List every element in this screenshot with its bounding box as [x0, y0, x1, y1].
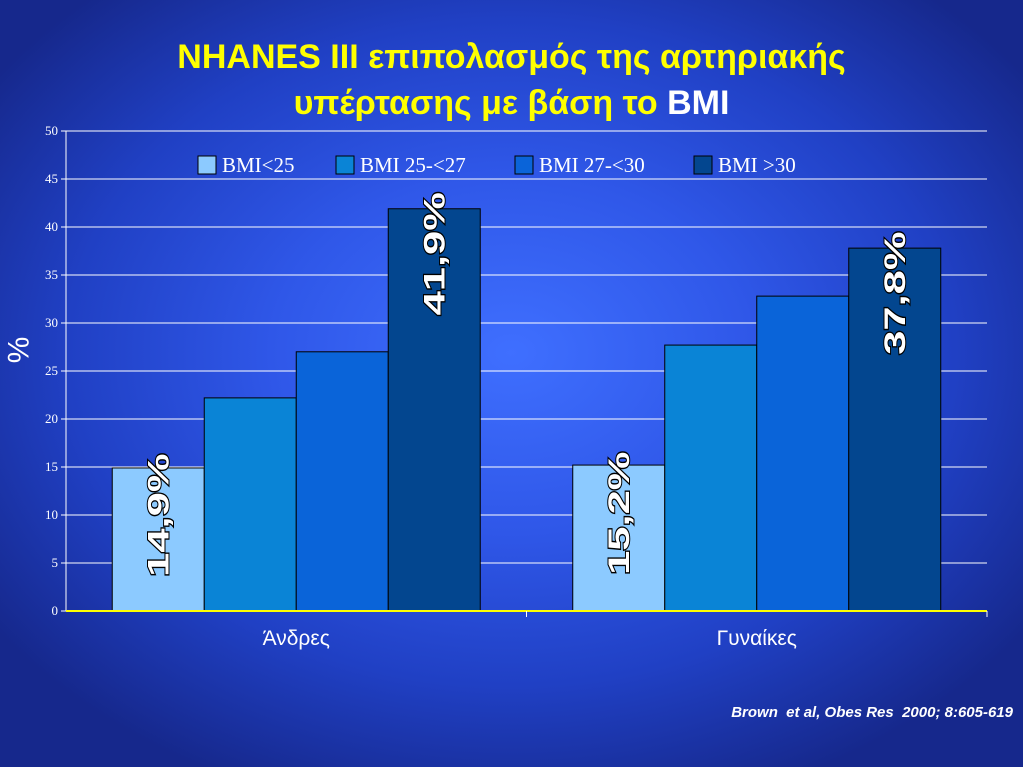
bar-0-1 [203, 397, 297, 612]
bar-0-3 [387, 208, 481, 612]
data-label-2: 15,2% [602, 452, 636, 575]
legend-swatch-3 [693, 155, 713, 175]
title-line-1: NHANES III επιπολασμός της αρτηριακής [177, 38, 846, 76]
category-label-1: Γυναίκες [717, 627, 797, 650]
data-label-1: 41,9% [417, 192, 451, 315]
y-axis-label: % [1, 337, 34, 364]
data-label-group-3: 37,8% [877, 230, 913, 356]
data-label-group-0: 14,9% [140, 452, 176, 578]
data-label-0: 14,9% [141, 453, 175, 576]
bar-0-0 [111, 467, 205, 612]
legend-label-0: BMI<25 [222, 153, 295, 177]
legend-label-3: BMI >30 [718, 153, 796, 177]
y-tick-label-0: 0 [52, 603, 59, 618]
y-tick-label-25: 25 [45, 363, 58, 378]
axes: 0 5 10 15 20 25 30 35 40 45 50% Άνδρες Γυναίκες [1, 123, 988, 650]
y-tick-label-5: 5 [52, 555, 59, 570]
legend-swatch-2 [514, 155, 534, 175]
y-tick-label-30: 30 [45, 315, 58, 330]
bar-0-2 [295, 351, 389, 612]
y-tick-label-10: 10 [45, 507, 58, 522]
title-accent-bmi: BMI [667, 84, 730, 122]
bar-1-1 [664, 344, 758, 612]
legend-swatch-0 [197, 155, 217, 175]
slide-title: NHANES III επιπολασμός της αρτηριακής υπ… [0, 34, 1023, 126]
y-tick-label-15: 15 [45, 459, 58, 474]
title-line-2: υπέρτασης με βάση το BMI [0, 80, 1023, 126]
y-tick-label-40: 40 [45, 219, 58, 234]
bar-1-2 [756, 295, 850, 612]
data-label-group-2: 15,2% [601, 450, 637, 576]
bar-1-3 [848, 247, 942, 612]
y-tick-label-35: 35 [45, 267, 58, 282]
legend-swatch-1 [335, 155, 355, 175]
category-label-0: Άνδρες [263, 627, 330, 650]
title-line-2-text: υπέρτασης με βάση το [293, 84, 658, 122]
data-label-group-1: 41,9% [416, 191, 452, 317]
y-tick-label-45: 45 [45, 171, 58, 186]
legend-label-1: BMI 25-<27 [360, 153, 466, 177]
data-label-3: 37,8% [878, 231, 912, 354]
citation: Brown et al, Obes Res 2000; 8:605-619 [731, 704, 1013, 721]
y-tick-label-20: 20 [45, 411, 58, 426]
y-tick-label-50: 50 [45, 123, 58, 138]
data-labels: 14,9% 41,9% 15,2% 37,8% [140, 191, 913, 578]
bar-1-0 [572, 464, 666, 612]
legend: BMI<25 BMI 25-<27 BMI 27-<30 BMI >30 [197, 153, 796, 177]
legend-label-2: BMI 27-<30 [539, 153, 645, 177]
bars [111, 208, 942, 612]
